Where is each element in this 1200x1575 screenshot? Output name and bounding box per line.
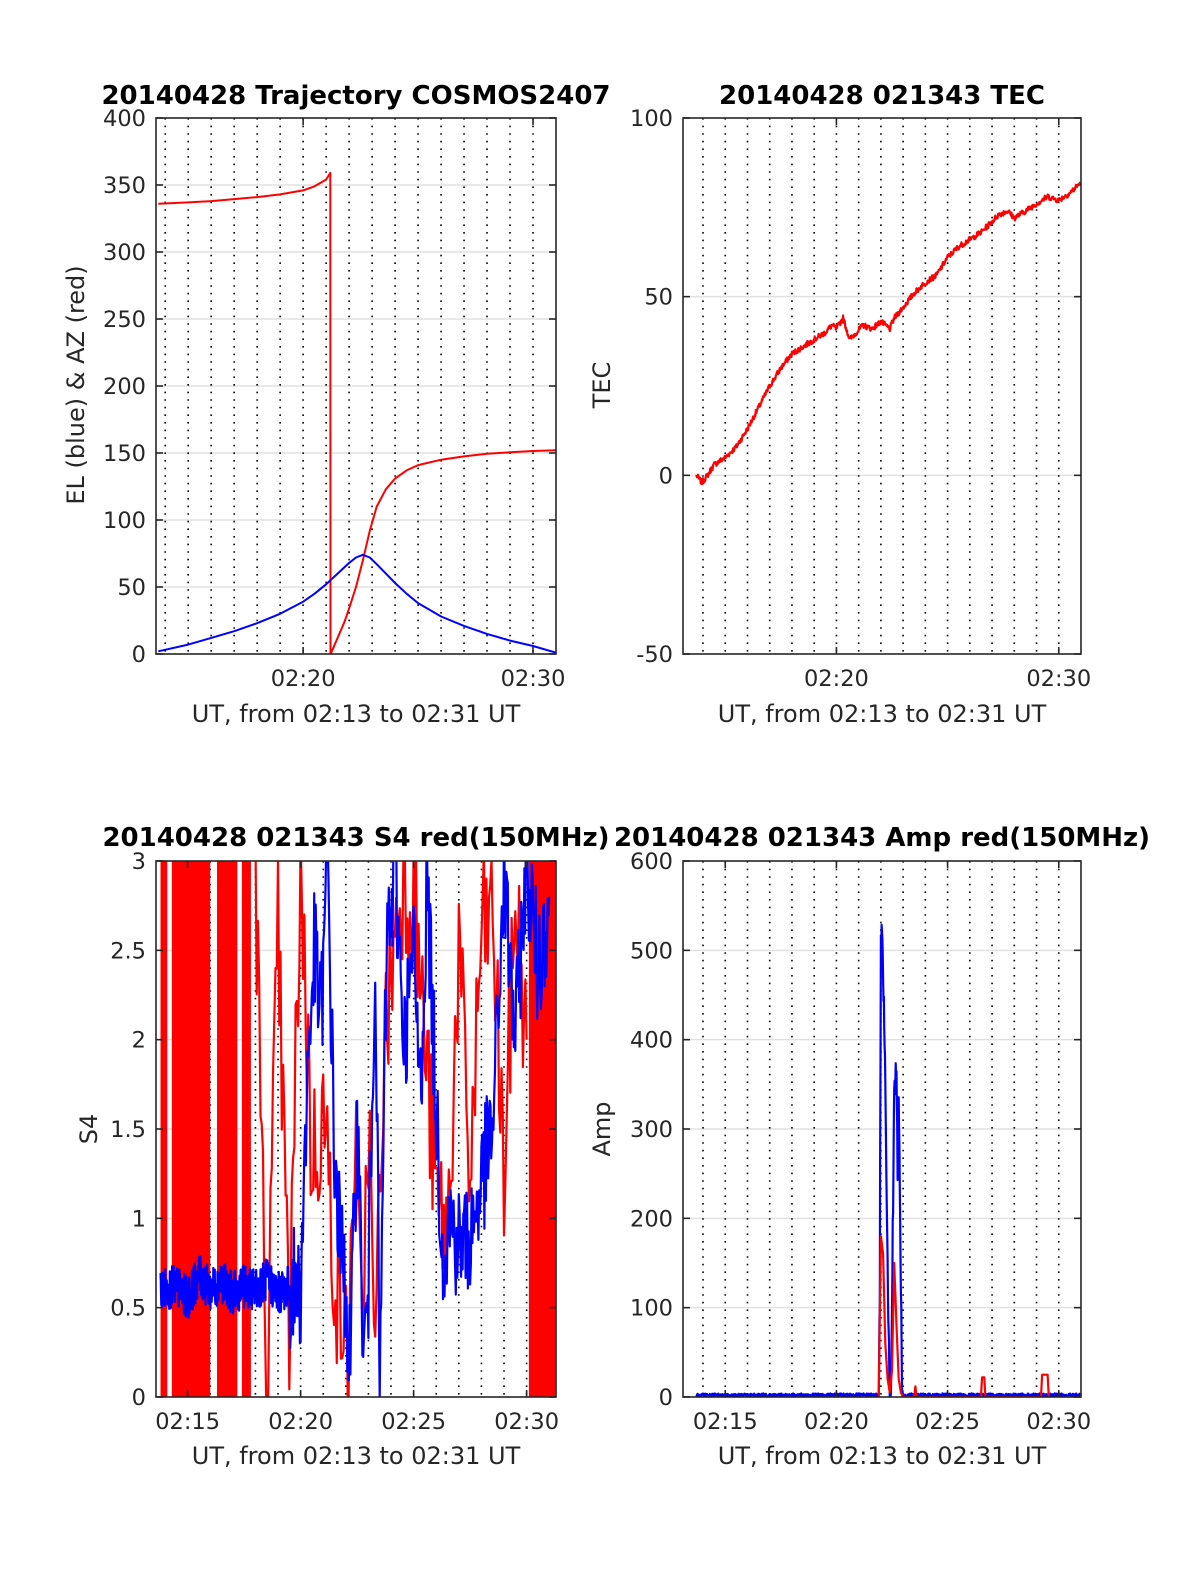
y-tick-label: 350 (103, 173, 146, 199)
y-axis-label: Amp (588, 1101, 616, 1156)
y-tick-label: 250 (103, 307, 146, 333)
panel-amp: 0 100 200 300 400 500 600 02:15 02:20 02:25 02:30 2… (588, 823, 1150, 1470)
panel-s4: 0 0.5 1 1.5 2 2.5 3 02:15 02:20 02:25 02:30 2014042… (75, 823, 610, 1470)
x-tick-label: 02:20 (268, 1409, 333, 1435)
y-tick-label: 100 (103, 508, 146, 534)
panel-title: 20140428 021343 Amp red(150MHz) (614, 823, 1150, 853)
plot-area (158, 171, 556, 654)
x-axis-label: UT, from 02:13 to 02:31 UT (718, 1442, 1047, 1470)
x-tick-label: 02:30 (1026, 1409, 1091, 1435)
series-line (158, 171, 556, 654)
y-tick-label: 100 (630, 1296, 673, 1322)
x-tick-label: 02:20 (271, 666, 336, 692)
y-tick-label: 300 (630, 1117, 673, 1143)
x-tick-label: 02:20 (804, 666, 869, 692)
x-tick-label: 02:25 (381, 1409, 446, 1435)
y-tick-label: 600 (630, 849, 673, 875)
y-tick-label: 400 (630, 1028, 673, 1054)
plot-area (695, 181, 1081, 486)
x-axis-label: UT, from 02:13 to 02:31 UT (192, 1442, 521, 1470)
y-tick-label: 200 (103, 374, 146, 400)
y-axis-label: S4 (75, 1114, 103, 1145)
panel-title: 20140428 021343 TEC (719, 81, 1045, 111)
y-tick-label: 0 (659, 463, 673, 489)
y-tick-label: 50 (117, 575, 146, 601)
s4-saturated-block (171, 861, 211, 1397)
y-tick-label: 500 (630, 938, 673, 964)
x-axis-label: UT, from 02:13 to 02:31 UT (718, 700, 1047, 728)
panel-title: 20140428 021343 S4 red(150MHz) (102, 823, 609, 853)
x-axis-label: UT, from 02:13 to 02:31 UT (192, 700, 521, 728)
y-tick-label: 300 (103, 240, 146, 266)
s4-saturated-block (160, 861, 168, 1397)
y-tick-label: 150 (103, 441, 146, 467)
s4-saturated-block (241, 861, 251, 1397)
y-tick-label: 0.5 (110, 1296, 146, 1322)
series-line (695, 181, 1081, 486)
panel-title: 20140428 Trajectory COSMOS2407 (101, 81, 610, 111)
y-tick-label: 400 (103, 106, 146, 132)
series-line (877, 1235, 1050, 1397)
y-tick-label: 50 (644, 285, 673, 311)
panel-trajectory: 0 50 100 150 200 250 300 350 400 02:20 02:30 201404… (62, 81, 611, 728)
plot-area (695, 923, 1081, 1397)
x-tick-label: 02:30 (494, 1409, 559, 1435)
y-tick-label: 2.5 (110, 938, 146, 964)
x-tick-label: 02:30 (1026, 666, 1091, 692)
y-tick-label: 3 (132, 849, 146, 875)
axes-box (682, 117, 1082, 655)
series-line (159, 861, 551, 1397)
x-tick-label: 02:30 (501, 666, 566, 692)
x-tick-label: 02:15 (693, 1409, 758, 1435)
y-tick-label: 0 (132, 642, 146, 668)
series-line (158, 553, 556, 654)
y-tick-label: 1 (132, 1206, 146, 1232)
y-axis-label: EL (blue) & AZ (red) (62, 265, 90, 504)
x-tick-label: 02:20 (804, 1409, 869, 1435)
y-axis-label: TEC (588, 362, 616, 410)
y-tick-label: -50 (636, 642, 673, 668)
series-line (695, 923, 1081, 1397)
x-tick-label: 02:15 (155, 1409, 220, 1435)
s4-saturated-block (217, 861, 238, 1397)
panel-tec: -50 0 50 100 02:20 02:30 20140428 021343 TEC UT… (588, 81, 1091, 728)
y-tick-label: 0 (659, 1385, 673, 1411)
y-tick-label: 100 (630, 106, 673, 132)
y-tick-label: 0 (132, 1385, 146, 1411)
x-tick-label: 02:25 (915, 1409, 980, 1435)
y-tick-label: 200 (630, 1206, 673, 1232)
y-tick-label: 1.5 (110, 1117, 146, 1143)
series-line (254, 861, 528, 1397)
y-tick-label: 2 (132, 1028, 146, 1054)
